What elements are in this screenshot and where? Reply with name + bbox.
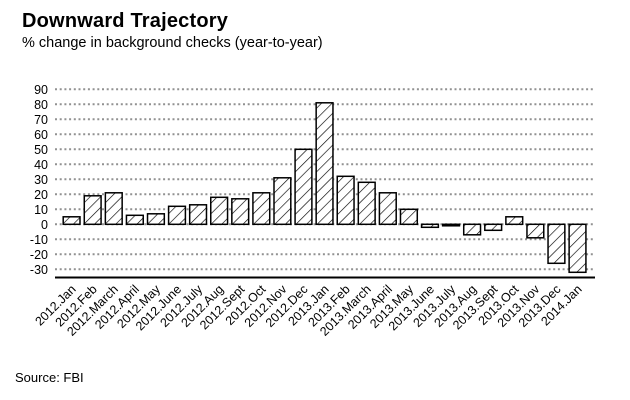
bar-2012.Nov xyxy=(273,177,292,226)
bar-2012.Feb xyxy=(83,195,102,226)
y-tick-label: 40 xyxy=(34,158,48,172)
bar-2013.April xyxy=(378,192,397,226)
y-tick-label: 20 xyxy=(34,188,48,202)
bar-2012.Oct xyxy=(252,192,271,226)
bar-2013.Oct xyxy=(505,216,524,226)
y-tick-label: -20 xyxy=(30,248,48,262)
y-tick-label: 10 xyxy=(34,203,48,217)
y-tick-label: 50 xyxy=(34,143,48,157)
bar-2013.Nov xyxy=(526,223,545,239)
bar-2013.May xyxy=(399,208,419,226)
chart-subtitle: % change in background checks (year-to-y… xyxy=(22,35,323,51)
bar-2012.May xyxy=(146,213,166,226)
bar-2012.Dec xyxy=(294,148,313,226)
y-tick-label: 0 xyxy=(41,218,48,232)
y-tick-label: 30 xyxy=(34,173,48,187)
y-tick-label: 70 xyxy=(34,113,48,127)
bar-2014.Jan xyxy=(568,223,587,274)
bar-2013.Feb xyxy=(336,175,355,226)
bar-2012.March xyxy=(104,192,123,226)
y-tick-label: -30 xyxy=(30,263,48,277)
y-tick-label: -10 xyxy=(30,233,48,247)
y-tick-label: 80 xyxy=(34,98,48,112)
bar-2013.Jan xyxy=(315,102,334,226)
bar-2013.Sept xyxy=(484,223,503,232)
bar-2012.Jan xyxy=(62,216,81,226)
bar-2012.Aug xyxy=(210,196,229,226)
bar-2013.June xyxy=(420,223,440,229)
bar-2013.July xyxy=(441,223,461,227)
bar-2012.June xyxy=(167,205,187,226)
bar-2012.Sept xyxy=(231,198,250,226)
y-tick-label: 60 xyxy=(34,128,48,142)
bar-2012.April xyxy=(125,214,144,226)
y-tick-label: 90 xyxy=(34,83,48,97)
chart-title: Downward Trajectory xyxy=(22,10,229,32)
bar-2013.March xyxy=(357,181,376,226)
bar-2013.Aug xyxy=(462,223,482,236)
bar-2013.Dec xyxy=(547,223,566,265)
bar-2012.July xyxy=(188,204,208,226)
source-note: Source: FBI xyxy=(15,370,84,385)
